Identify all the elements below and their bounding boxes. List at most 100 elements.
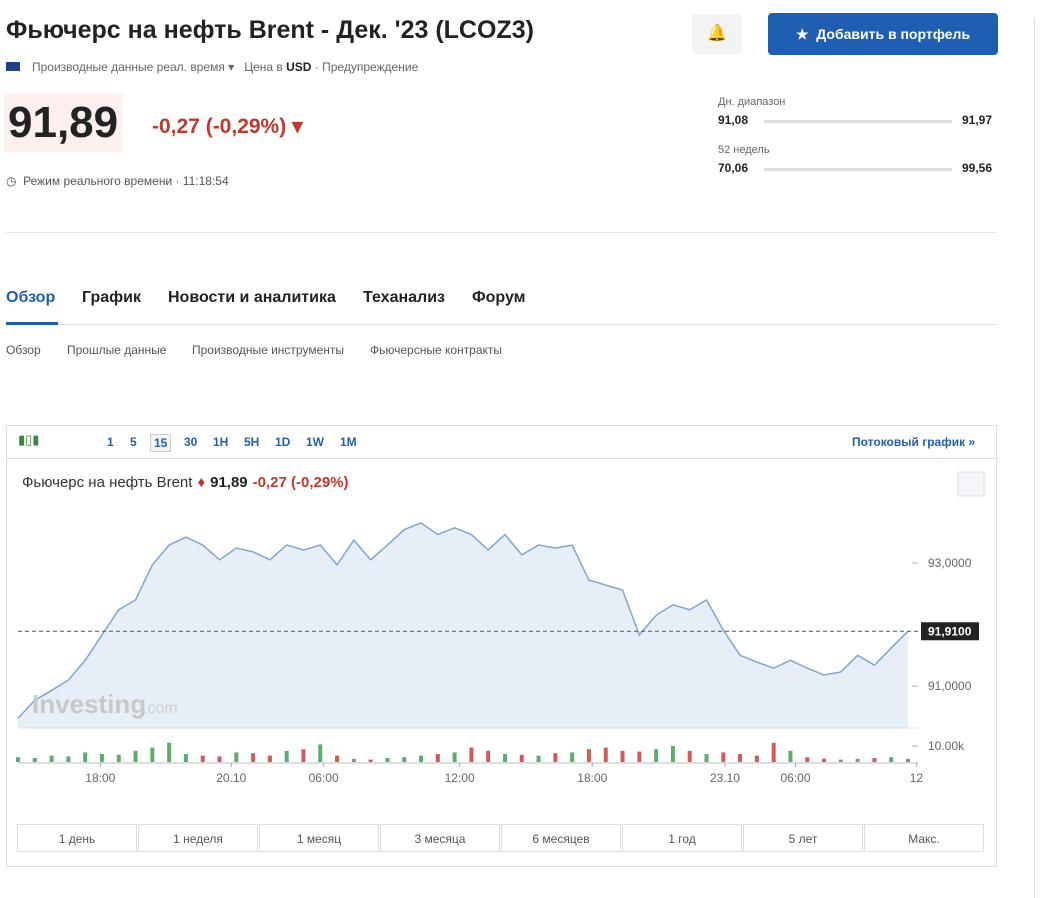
volume-bar	[603, 747, 608, 762]
volume-bar	[570, 752, 575, 762]
subtab[interactable]: Прошлые данные	[67, 343, 167, 357]
period[interactable]: 1 неделя	[138, 824, 258, 852]
volume-bar	[771, 742, 776, 762]
volume-bar	[435, 754, 440, 762]
tab[interactable]: Форум	[472, 289, 526, 306]
side-panel	[1034, 18, 1035, 898]
interval[interactable]: 1W	[306, 435, 324, 449]
interval[interactable]: 1M	[340, 435, 357, 449]
volume-bar	[452, 752, 457, 762]
volume-bar	[502, 754, 507, 762]
volume-bar	[49, 755, 54, 762]
tab-active	[6, 322, 58, 325]
period[interactable]: 1 день	[17, 824, 137, 852]
period[interactable]: 1 год	[622, 824, 742, 852]
subtab[interactable]: Обзор	[6, 343, 41, 357]
info-box	[957, 471, 985, 497]
legend: Фьючерс на нефть Brent ♦ 91,89 -0,27 (-0,29…	[22, 474, 349, 491]
volume-bar	[586, 749, 591, 762]
tab[interactable]: Теханализ	[363, 289, 445, 306]
volume-bar	[637, 751, 642, 762]
x-tick-label: 23.10	[710, 771, 740, 785]
range-bar	[764, 120, 952, 123]
x-tick-label: 06:00	[780, 771, 810, 785]
volume-bar	[351, 758, 356, 762]
alert-button[interactable]: 🔔	[692, 14, 742, 54]
range-low: 91,08	[718, 113, 749, 127]
x-tick-label: 12	[910, 771, 924, 785]
volume-bar	[318, 744, 323, 762]
volume-bar	[251, 753, 256, 762]
period[interactable]: 1 месяц	[259, 824, 379, 852]
x-tick-label: 18:00	[577, 771, 607, 785]
y-tick-label: 93,0000	[928, 556, 972, 570]
sub: Производные данные реал. время ▾ Цена в …	[32, 60, 419, 74]
volume-bar	[217, 756, 222, 762]
interval[interactable]: 5	[130, 435, 137, 449]
interval[interactable]: 1H	[213, 435, 229, 449]
volume-bar	[889, 757, 894, 762]
toolbar-line	[6, 458, 996, 459]
volume-bar	[167, 742, 172, 762]
subtab[interactable]: Производные инструменты	[192, 343, 344, 357]
volume-bar	[335, 755, 340, 762]
period[interactable]: 6 месяцев	[501, 824, 621, 852]
area	[18, 522, 908, 728]
volume-bar	[150, 747, 155, 762]
price: 91,89	[4, 94, 123, 152]
range-high: 91,97	[962, 113, 993, 127]
sub-4[interactable]: Предупреждение	[322, 60, 419, 74]
sub-3: USD	[286, 60, 312, 74]
interval[interactable]: 1D	[275, 435, 291, 449]
tab[interactable]: Обзор	[6, 289, 56, 306]
period[interactable]: Макс.	[864, 824, 984, 852]
sub-2: Цена в	[244, 60, 283, 74]
last-label: 91,9100	[928, 624, 972, 638]
volume-bar	[200, 755, 205, 762]
portfolio-text: Добавить в портфель	[816, 26, 971, 42]
range-label: Дн. диапазон	[718, 96, 786, 108]
range-high: 99,56	[962, 161, 993, 175]
volume-bar	[32, 758, 37, 762]
period[interactable]: 5 лет	[743, 824, 863, 852]
toolbar-icons[interactable]: ▮▯▮	[18, 432, 40, 447]
price-line	[17, 522, 909, 719]
title: Фьючерс на нефть Brent - Дек. '23 (LCOZ3…	[6, 16, 534, 44]
x-tick-label: 12:00	[445, 771, 475, 785]
tab[interactable]: График	[82, 289, 141, 306]
volume-bar	[16, 757, 20, 762]
interval[interactable]: 15	[150, 434, 172, 452]
volume-bar	[822, 758, 827, 762]
subtab[interactable]: Фьючерсные контракты	[370, 343, 503, 357]
interval[interactable]: 1	[107, 435, 114, 449]
stream[interactable]: Потоковый график »	[852, 435, 976, 449]
volume-bar	[419, 755, 424, 762]
volume-bar	[654, 749, 659, 762]
volume-bar	[486, 750, 491, 762]
volume-bar	[368, 759, 373, 762]
range-label: 52 недель	[718, 144, 770, 156]
tab[interactable]: Новости и аналитика	[168, 289, 336, 306]
portfolio-button[interactable]: ★ Добавить в портфель	[768, 13, 998, 55]
chart-box	[6, 425, 997, 867]
interval[interactable]: 5H	[244, 435, 260, 449]
x-tick-label: 06:00	[309, 771, 339, 785]
volume-bar	[99, 754, 104, 762]
volume-bar	[66, 756, 71, 762]
period[interactable]: 3 месяца	[380, 824, 500, 852]
volume-bar	[519, 754, 524, 762]
volume-bar	[620, 750, 625, 762]
volume-bar	[670, 746, 675, 762]
volume-bar	[721, 752, 726, 762]
range-low: 70,06	[718, 161, 749, 175]
volume-bar	[267, 755, 272, 762]
volume-bar	[183, 754, 188, 762]
interval[interactable]: 30	[184, 435, 198, 449]
volume-bar	[838, 759, 843, 762]
x-tick-label: 18:00	[85, 771, 115, 785]
volume-bar	[872, 758, 877, 762]
volume-bar	[855, 758, 860, 762]
volume-bar	[906, 758, 910, 762]
legend-part: 91,89	[210, 474, 248, 491]
